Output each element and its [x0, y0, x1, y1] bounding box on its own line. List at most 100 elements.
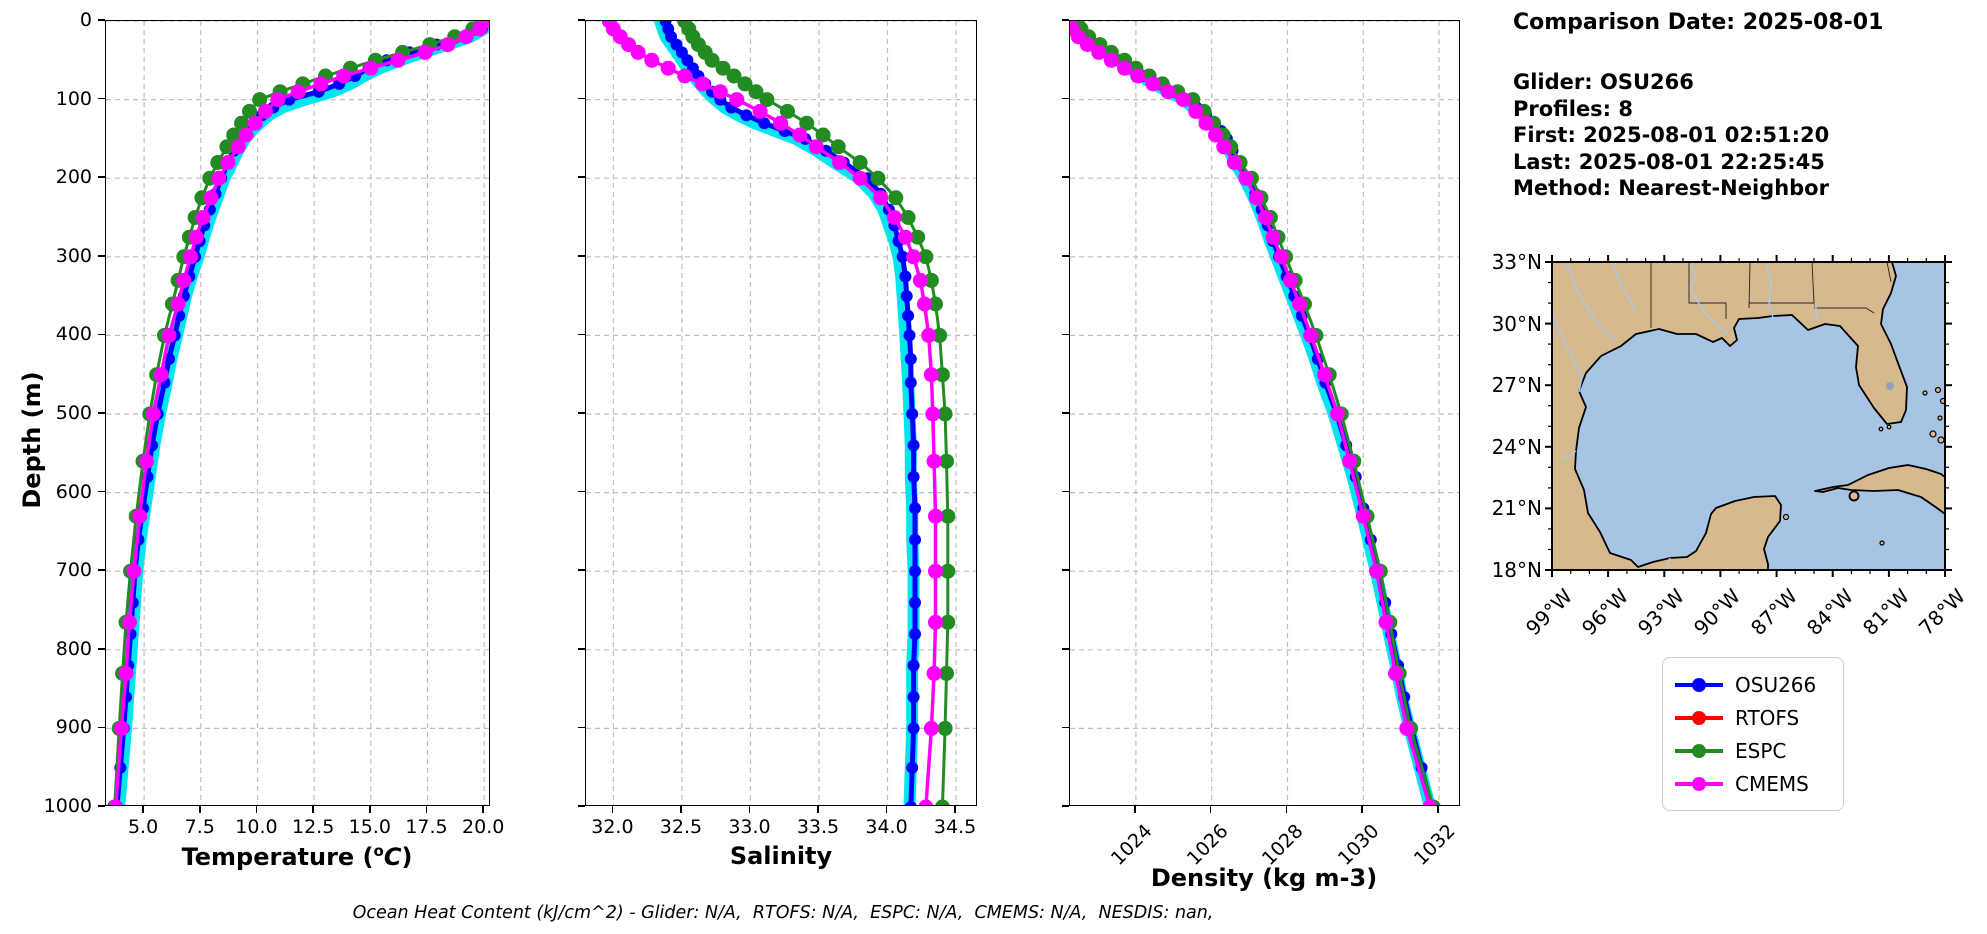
map-island-isla-juventud — [1848, 490, 1860, 502]
temperature-axis-label: Temperature (oC) — [182, 842, 413, 871]
y-tick-mark — [578, 255, 585, 257]
map-lon-tick-label: 84°W — [1801, 584, 1858, 641]
x-tick-label: 1030 — [1334, 820, 1384, 870]
map-lon-tick-label: 99°W — [1520, 584, 1577, 641]
y-tick-mark — [98, 805, 105, 807]
y-tick-mark — [1062, 805, 1069, 807]
y-tick-mark — [578, 726, 585, 729]
y-tick-label: 100 — [55, 87, 92, 110]
series-CMEMS-markers — [601, 21, 943, 805]
legend-swatch-cmems — [1675, 776, 1723, 792]
y-tick-mark — [1062, 412, 1069, 414]
gulf-of-mexico-map — [1545, 255, 1952, 577]
y-tick-mark — [1062, 19, 1069, 21]
x-tick-label: 1032 — [1409, 820, 1460, 870]
x-tick-mark — [425, 806, 428, 813]
y-tick-label: 500 — [55, 402, 92, 424]
salinity-axis-label: Salinity — [729, 842, 833, 870]
y-tick-label: 300 — [55, 244, 92, 267]
x-tick-label: 20.0 — [462, 816, 505, 838]
temperature-axis-label-unit: C — [383, 843, 402, 871]
salinity-profile-chart — [585, 20, 977, 806]
x-tick-label: 17.5 — [405, 816, 448, 838]
x-tick-label: 10.0 — [235, 816, 278, 838]
x-tick-label: 1028 — [1258, 820, 1309, 870]
x-tick-label: 12.5 — [291, 816, 335, 838]
y-tick-mark — [98, 726, 105, 729]
x-tick-mark — [1134, 806, 1136, 813]
y-tick-label: 900 — [55, 716, 92, 739]
y-tick-mark — [578, 333, 585, 336]
y-tick-mark — [578, 176, 585, 178]
y-tick-mark — [578, 19, 585, 21]
y-tick-mark — [578, 569, 585, 571]
series-CMEMS-markers — [1070, 21, 1438, 805]
y-tick-mark — [578, 97, 585, 100]
x-tick-mark — [680, 806, 682, 813]
y-tick-mark — [578, 490, 585, 493]
map-lon-tick-label: 87°W — [1745, 584, 1802, 641]
x-tick-mark — [748, 806, 751, 813]
first-profile-time-text: First: 2025-08-01 02:51:20 — [1513, 123, 1830, 147]
legend: OSU266 RTOFS ESPC CMEMS — [1662, 657, 1844, 811]
y-tick-mark — [1062, 255, 1069, 257]
y-tick-label: 0 — [79, 9, 92, 31]
y-tick-mark — [578, 412, 585, 414]
x-tick-label: 15.0 — [348, 816, 391, 838]
legend-item-espc: ESPC — [1675, 734, 1831, 767]
map-lon-tick-label: 93°W — [1633, 584, 1690, 641]
method-text: Method: Nearest-Neighbor — [1513, 176, 1829, 200]
series-ESPC-markers — [677, 21, 956, 805]
legend-swatch-osu266 — [1675, 677, 1723, 693]
x-tick-mark — [1285, 806, 1288, 813]
y-tick-mark — [98, 648, 105, 650]
y-tick-mark — [1062, 726, 1069, 729]
x-tick-mark — [611, 806, 614, 813]
map-lat-tick-label: 21°N — [1491, 496, 1542, 521]
y-tick-label: 800 — [55, 637, 92, 660]
legend-label-cmems: CMEMS — [1735, 771, 1809, 796]
legend-label-osu266: OSU266 — [1735, 672, 1817, 697]
map-small-islands — [1782, 386, 1947, 546]
x-tick-label: 32.5 — [659, 816, 703, 838]
y-tick-label: 1000 — [43, 795, 92, 817]
x-tick-label: 1024 — [1106, 820, 1157, 870]
map-land — [1551, 261, 1947, 571]
profiles-count-text: Profiles: 8 — [1513, 96, 1634, 121]
y-tick-label: 600 — [55, 480, 92, 503]
map-lat-tick-label: 33°N — [1491, 250, 1542, 274]
temperature-axis-label-suffix: ) — [401, 843, 413, 871]
map-lat-tick-label: 18°N — [1491, 558, 1542, 582]
x-tick-mark — [312, 806, 314, 813]
y-tick-mark — [98, 176, 105, 178]
x-tick-mark — [369, 806, 371, 813]
legend-item-cmems: CMEMS — [1675, 767, 1831, 800]
x-tick-mark — [954, 806, 956, 813]
density-axis-label: Density (kg m-3) — [1150, 864, 1378, 892]
series-CMEMS-markers — [108, 21, 489, 805]
x-tick-label: 1026 — [1182, 820, 1233, 870]
map-ticks — [1545, 255, 1952, 577]
y-tick-mark — [98, 97, 105, 100]
depth-axis-label: Depth (m) — [18, 371, 46, 509]
map-rivers — [1551, 261, 1819, 571]
temperature-profile-chart — [105, 20, 490, 806]
y-tick-label: 700 — [55, 559, 92, 582]
comparison-info-panel: Comparison Date: 2025-08-01 Glider: OSU2… — [1513, 10, 1883, 202]
y-tick-label: 400 — [55, 323, 92, 346]
map-lat-tick-label: 30°N — [1491, 311, 1542, 336]
legend-label-rtofs: RTOFS — [1735, 705, 1800, 730]
legend-swatch-espc — [1675, 743, 1723, 759]
x-tick-mark — [255, 806, 258, 813]
y-tick-mark — [98, 19, 105, 21]
legend-item-osu266: OSU266 — [1675, 668, 1831, 701]
map-graphic — [1545, 255, 1952, 577]
x-tick-label: 33.0 — [728, 816, 771, 838]
temperature-axis-label-text: Temperature ( — [181, 843, 374, 871]
x-tick-label: 32.0 — [591, 816, 634, 838]
x-tick-label: 7.5 — [184, 816, 215, 838]
x-tick-label: 34.0 — [865, 816, 908, 838]
x-tick-mark — [142, 806, 144, 813]
y-tick-mark — [98, 490, 105, 493]
